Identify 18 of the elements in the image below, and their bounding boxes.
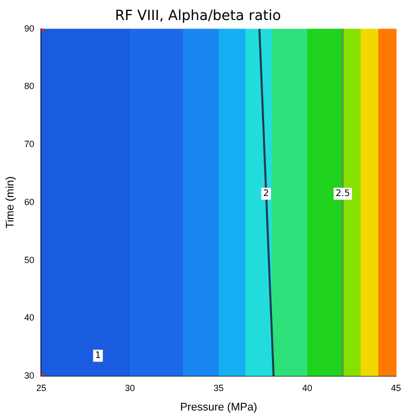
y-tick-label: 30 xyxy=(24,370,34,380)
y-tick-label: 50 xyxy=(24,254,34,265)
x-tick-label: 30 xyxy=(124,382,135,393)
x-tick-label: 25 xyxy=(36,382,46,393)
y-axis-title: Time (min) xyxy=(4,176,17,228)
series-label: 2 xyxy=(263,189,270,200)
x-tick-label: 35 xyxy=(214,382,224,393)
x-tick-label: 45 xyxy=(390,382,402,393)
annotation: 1 xyxy=(95,351,101,362)
series-label: 2.5 xyxy=(336,189,350,200)
x-axis-title: Pressure (MPa) xyxy=(180,401,258,414)
y-tick-label: 60 xyxy=(24,196,34,207)
y-tick-label: 90 xyxy=(24,23,34,34)
x-tick-label: 40 xyxy=(302,382,312,393)
y-tick-label: 70 xyxy=(24,139,34,150)
y-tick-label: 40 xyxy=(24,312,34,323)
y-tick-label: 80 xyxy=(24,81,34,92)
chart-title: RF VIII, Alpha/beta ratio xyxy=(115,8,281,24)
